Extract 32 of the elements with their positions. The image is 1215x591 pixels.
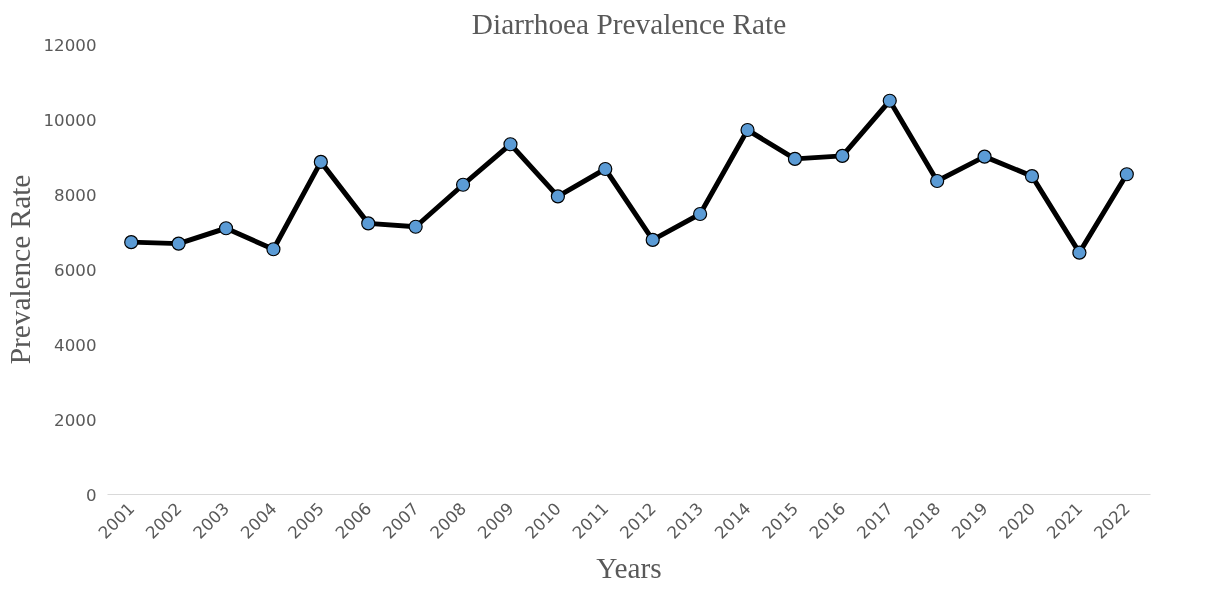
y-tick-label: 8000 bbox=[54, 185, 97, 205]
y-tick-label: 12000 bbox=[43, 35, 97, 55]
chart-title: Diarrhoea Prevalence Rate bbox=[471, 7, 787, 40]
x-axis-title: Years bbox=[596, 551, 662, 584]
point bbox=[361, 216, 376, 231]
point bbox=[1119, 167, 1134, 182]
point bbox=[124, 235, 139, 250]
y-tick-label: 2000 bbox=[54, 410, 97, 430]
point bbox=[977, 149, 992, 164]
point bbox=[740, 122, 755, 138]
point bbox=[455, 177, 471, 192]
point bbox=[266, 242, 281, 257]
point bbox=[882, 93, 897, 108]
point bbox=[787, 151, 803, 166]
point bbox=[930, 173, 945, 189]
point bbox=[408, 219, 423, 234]
point bbox=[835, 148, 850, 163]
point bbox=[313, 154, 328, 169]
point bbox=[1072, 245, 1087, 260]
point bbox=[550, 189, 565, 204]
point bbox=[598, 161, 613, 177]
y-tick-label: 6000 bbox=[54, 260, 97, 280]
y-axis-title: Prevalence Rate bbox=[3, 174, 36, 365]
y-tick-label: 10000 bbox=[43, 110, 97, 130]
y-tick-label: 0 bbox=[85, 485, 97, 505]
point bbox=[645, 232, 660, 247]
point bbox=[503, 137, 518, 152]
y-tick-label: 4000 bbox=[54, 335, 97, 355]
point bbox=[693, 206, 708, 222]
point bbox=[1024, 169, 1040, 184]
point bbox=[218, 221, 234, 236]
point bbox=[171, 236, 186, 251]
